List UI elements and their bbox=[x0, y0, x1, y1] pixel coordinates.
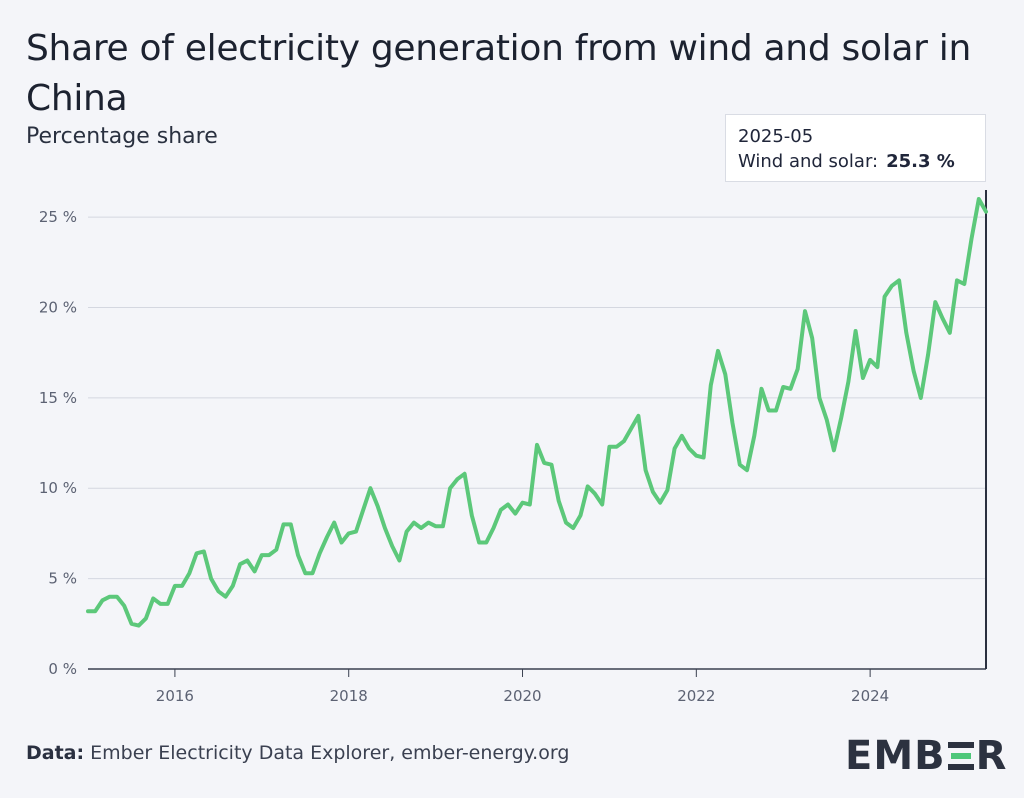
y-tick-label: 25 % bbox=[39, 208, 77, 226]
ember-logo: EMB R bbox=[845, 733, 1007, 779]
grid-lines bbox=[88, 216, 986, 670]
x-axis-ticks: 2016 2018 2020 2022 2024 bbox=[156, 669, 889, 705]
chart-title: Share of electricity generation from win… bbox=[26, 28, 972, 119]
x-tick-label: 2016 bbox=[156, 687, 194, 705]
y-tick-label: 15 % bbox=[39, 389, 77, 407]
logo-text-prefix: EMB bbox=[845, 733, 946, 779]
x-tick-label: 2022 bbox=[677, 687, 715, 705]
x-tick-label: 2018 bbox=[330, 687, 368, 705]
source-text[interactable]: Ember Electricity Data Explorer, ember-e… bbox=[90, 742, 570, 764]
x-tick-label: 2024 bbox=[851, 687, 889, 705]
y-tick-label: 5 % bbox=[48, 570, 77, 588]
y-tick-label: 10 % bbox=[39, 479, 77, 497]
tooltip-value: 25.3 % bbox=[886, 151, 955, 172]
chart-subtitle: Percentage share bbox=[26, 124, 218, 149]
source-label: Data: bbox=[26, 742, 85, 764]
hover-tooltip: 2025-05 Wind and solar: 25.3 % bbox=[725, 114, 986, 182]
logo-e-mark-icon bbox=[947, 740, 974, 772]
tooltip-series-label: Wind and solar: bbox=[738, 151, 879, 172]
logo-text-suffix: R bbox=[975, 733, 1008, 779]
y-tick-label: 0 % bbox=[48, 660, 77, 678]
y-tick-label: 20 % bbox=[39, 298, 77, 316]
series-line-wind-and-solar[interactable] bbox=[86, 197, 988, 628]
y-axis-ticks: 0 % 5 % 10 % 15 % 20 % 25 % bbox=[39, 208, 77, 678]
x-tick-label: 2020 bbox=[503, 687, 541, 705]
data-source: Data: Ember Electricity Data Explorer, e… bbox=[26, 742, 569, 764]
tooltip-date: 2025-05 bbox=[738, 126, 814, 147]
